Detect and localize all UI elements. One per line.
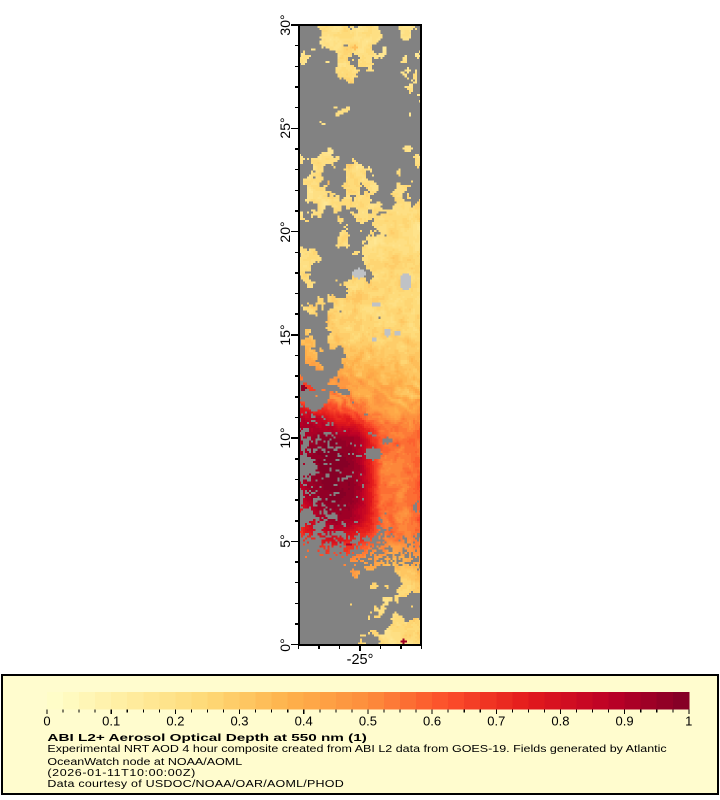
svg-text:0.9: 0.9 xyxy=(616,714,634,729)
svg-text:0.2: 0.2 xyxy=(166,714,184,729)
svg-text:0.7: 0.7 xyxy=(487,714,505,729)
svg-text:0.1: 0.1 xyxy=(102,714,120,729)
svg-text:0.6: 0.6 xyxy=(423,714,441,729)
svg-text:0.8: 0.8 xyxy=(551,714,569,729)
svg-text:0.4: 0.4 xyxy=(295,714,313,729)
svg-text:0.5: 0.5 xyxy=(359,714,377,729)
svg-text:0.3: 0.3 xyxy=(230,714,248,729)
svg-text:0: 0 xyxy=(43,714,50,729)
svg-text:1: 1 xyxy=(685,714,692,729)
